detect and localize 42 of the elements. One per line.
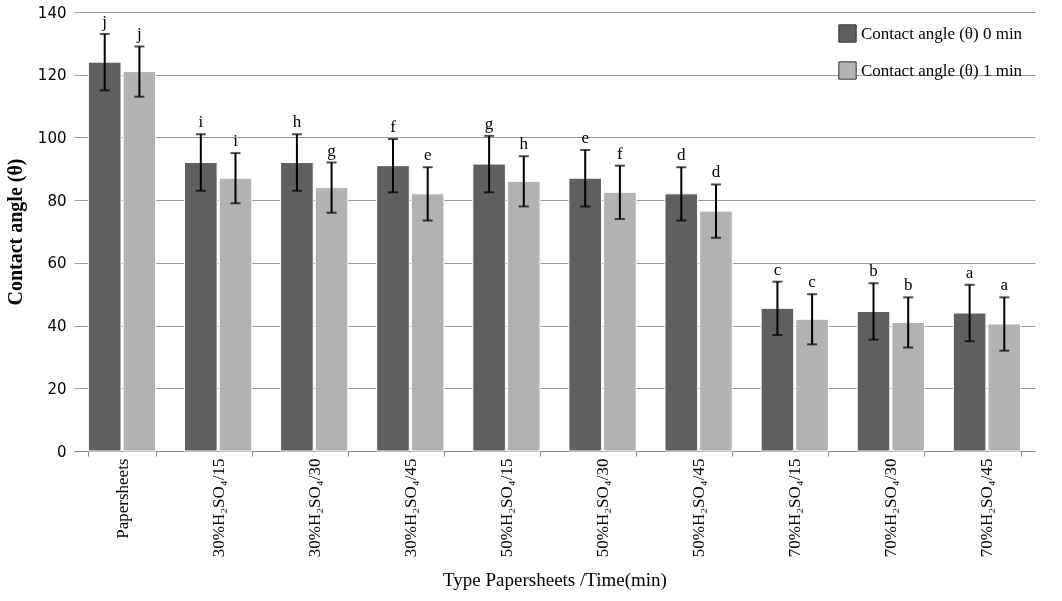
- data-label: g: [484, 113, 494, 133]
- data-label: j: [136, 24, 142, 44]
- x-tick-label: 50%H₂SO₄/30: [593, 458, 613, 558]
- legend-label: Contact angle (θ) 1 min: [861, 60, 1023, 80]
- x-tick-label: 70%H₂SO₄/45: [977, 458, 997, 558]
- data-label: d: [711, 162, 721, 182]
- data-label: c: [773, 259, 782, 279]
- x-tick-label: 30%H₂SO₄/15: [208, 458, 228, 558]
- y-tick-label: 60: [47, 254, 67, 273]
- data-label: g: [327, 140, 337, 160]
- x-tick-label: 50%H₂SO₄/15: [496, 458, 516, 558]
- data-label: j: [101, 11, 108, 31]
- y-tick-label: 120: [37, 66, 67, 85]
- data-label: a: [965, 262, 974, 282]
- x-tick-label: 50%H₂SO₄/45: [689, 458, 709, 558]
- x-axis-title: Type Papersheets /Time(min): [443, 569, 667, 592]
- x-tick-label: 70%H₂SO₄/30: [881, 458, 901, 558]
- y-tick-label: 0: [56, 442, 67, 461]
- data-label: f: [390, 117, 397, 136]
- data-label: e: [423, 145, 432, 165]
- data-label: b: [903, 275, 913, 295]
- y-tick-label: 80: [47, 191, 67, 210]
- data-label: c: [808, 272, 817, 292]
- data-label: a: [1000, 275, 1009, 295]
- x-tick-label: 30%H₂SO₄/30: [304, 458, 324, 558]
- y-axis-title: Contact angle (θ): [3, 158, 27, 306]
- data-label: e: [581, 127, 589, 147]
- data-label: d: [677, 145, 687, 165]
- data-label: h: [519, 134, 529, 154]
- x-tick-label: 30%H₂SO₄/45: [400, 458, 420, 558]
- y-tick-label: 20: [47, 379, 67, 398]
- x-tick-label: Papersheets: [112, 458, 132, 539]
- data-label: h: [292, 112, 302, 132]
- data-label: i: [233, 131, 239, 151]
- legend-label: Contact angle (θ) 0 min: [861, 23, 1023, 43]
- y-tick-label: 100: [37, 128, 67, 147]
- data-label: b: [869, 261, 878, 281]
- y-tick-label: 140: [37, 3, 67, 22]
- y-tick-label: 40: [47, 317, 67, 336]
- data-label: i: [198, 112, 204, 132]
- x-tick-label: 70%H₂SO₄/15: [785, 458, 805, 558]
- data-label: f: [617, 143, 624, 163]
